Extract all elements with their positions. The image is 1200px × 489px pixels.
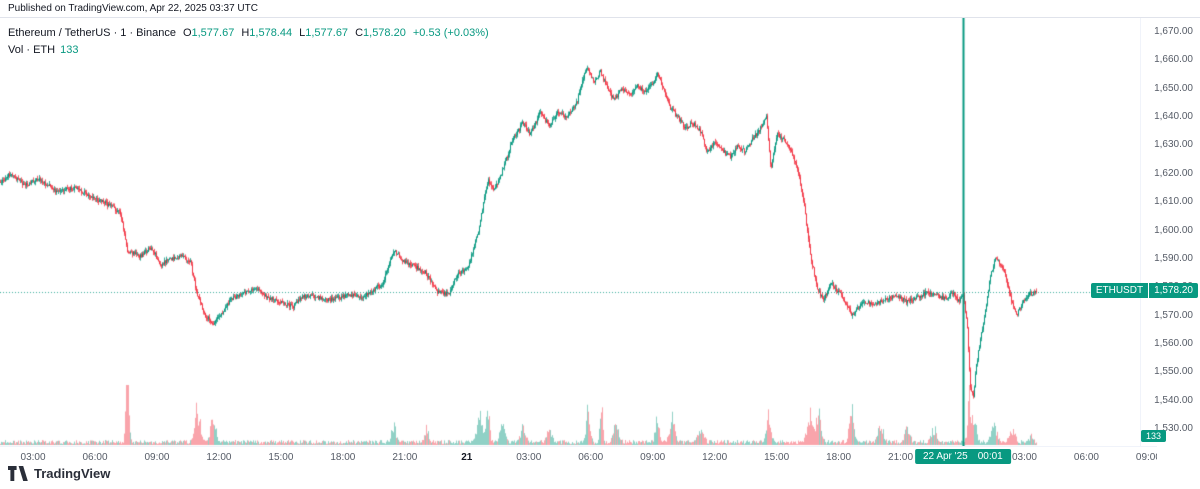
time-axis-label: 03:00 [516,452,542,463]
open-letter: O [182,27,192,39]
time-axis-label: 21 [461,452,473,463]
close-value: 1,578.20 [363,27,406,39]
price-axis-label: 1,530.00 [1154,423,1193,434]
symbol-name: ETHUSDT [1090,283,1149,299]
footer: TradingView [8,466,110,481]
tradingview-logo-icon[interactable] [8,466,29,481]
volume-value: 133 [60,44,79,56]
open-value: 1,577.67 [191,27,235,39]
ohlc-open: O1,577.67 [183,27,234,39]
time-axis-label: 03:00 [20,452,46,463]
price-axis-label: 1,660.00 [1154,54,1193,66]
marker-time-badge: 22 Apr '25 00:01 [914,449,1011,464]
time-axis[interactable]: 22 Apr '25 00:01 03:00 06:00 09:00 12:00 15:… [0,446,1157,467]
price-label-badge: ETHUSDT 1,578.20 [1090,283,1198,299]
candlestick-chart[interactable] [0,18,1140,446]
last-price: 1,578.20 [1149,283,1198,299]
price-axis-label: 1,540.00 [1154,394,1193,406]
price-axis-label: 1,620.00 [1154,167,1193,179]
high-value: 1,578.44 [249,27,293,39]
price-axis-label: 1,650.00 [1154,82,1193,94]
price-axis-label: 1,610.00 [1154,196,1193,208]
time-axis-label: 06:00 [1073,452,1099,463]
time-axis-label: 09:00 [1135,452,1157,463]
chart-legend: Ethereum / TetherUS · 1 · Binance O1,577.… [8,25,489,59]
price-axis-label: 1,640.00 [1154,111,1193,123]
ohlc-close: C1,578.20 [355,27,406,39]
published-line: Published on TradingView.com, Apr 22, 20… [8,3,258,14]
tradingview-wordmark[interactable]: TradingView [34,466,111,481]
time-axis-label: 09:00 [144,452,170,463]
price-axis-label: 1,600.00 [1154,224,1193,236]
ohlc-low: L1,577.67 [299,27,348,39]
high-letter: H [241,27,250,39]
time-axis-label: 03:00 [1011,452,1037,463]
ohlc-high: H1,578.44 [241,27,292,39]
time-axis-label: 09:00 [640,452,666,463]
price-axis-label: 1,670.00 [1154,26,1193,37]
volume-axis-badge: 133 [1141,430,1167,442]
time-axis-label: 15:00 [764,452,790,463]
price-axis-label: 1,590.00 [1154,252,1193,264]
time-axis-label: 18:00 [330,452,356,463]
time-axis-label: 06:00 [82,452,108,463]
price-axis-label: 1,550.00 [1154,366,1193,378]
marker-time: 00:01 [977,451,1003,462]
low-value: 1,577.67 [305,27,349,39]
time-axis-label: 15:00 [268,452,294,463]
symbol-title: Ethereum / TetherUS · 1 · Binance [8,27,176,39]
price-axis-label: 1,630.00 [1154,139,1193,151]
time-axis-label: 21:00 [888,452,914,463]
legend-line-1: Ethereum / TetherUS · 1 · Binance O1,577.… [8,25,489,42]
chart-area: Ethereum / TetherUS · 1 · Binance O1,577.… [0,17,1200,465]
change-value: +0.53 (+0.03%) [412,27,489,39]
marker-date: 22 Apr '25 [922,451,968,462]
legend-line-2: Vol · ETH 133 [8,42,489,59]
price-axis-label: 1,560.00 [1154,337,1193,349]
time-axis-label: 18:00 [826,452,852,463]
low-letter: L [299,27,306,39]
price-axis[interactable]: 1,670.00 1,660.00 1,650.00 1,640.00 1,630.00… [1140,18,1200,446]
volume-label: Vol · ETH [8,44,56,56]
time-axis-label: 12:00 [702,452,728,463]
time-axis-label: 21:00 [392,452,418,463]
price-axis-label: 1,570.00 [1154,309,1193,321]
close-letter: C [355,27,364,39]
time-axis-label: 06:00 [578,452,604,463]
time-axis-label: 12:00 [206,452,232,463]
